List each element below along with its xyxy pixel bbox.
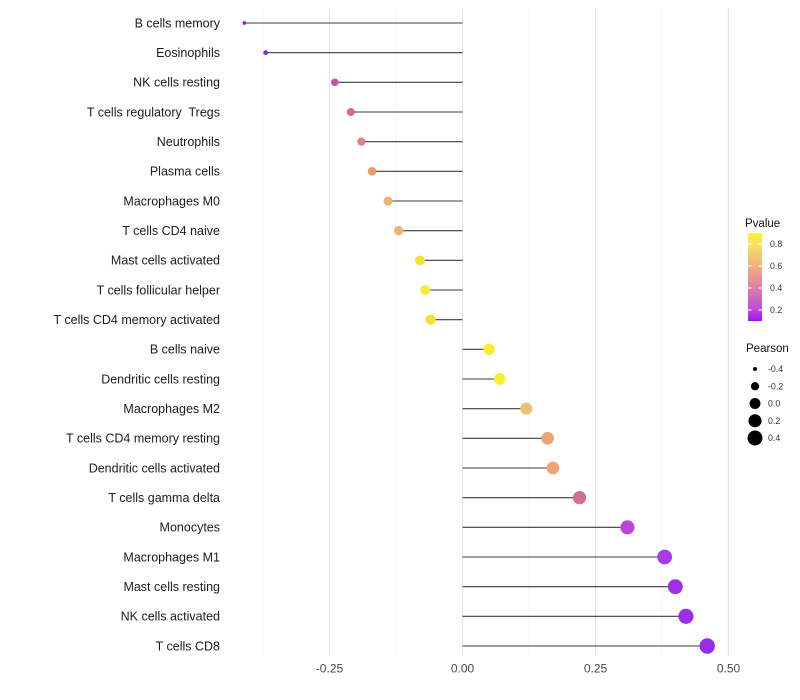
lollipop-dot xyxy=(420,284,431,296)
x-axis-tick-label: 0.50 xyxy=(717,662,741,676)
pearson-legend-label: 0.0 xyxy=(768,399,780,409)
category-label: Macrophages M2 xyxy=(123,402,220,416)
lollipop-dot xyxy=(493,373,506,385)
lollipop-dot xyxy=(546,461,560,475)
pearson-legend-dot xyxy=(753,367,757,371)
pvalue-legend-title: Pvalue xyxy=(745,218,781,230)
pearson-legend-label: 0.4 xyxy=(768,433,780,443)
lollipop-dot xyxy=(331,78,339,87)
pvalue-legend-tick-label: 0.4 xyxy=(770,283,782,293)
lollipop-dot xyxy=(520,402,533,415)
x-axis-tick-label: 0.25 xyxy=(584,662,608,676)
lollipop-dot xyxy=(620,520,635,535)
x-axis-tick-label: -0.25 xyxy=(316,662,344,676)
category-label: Eosinophils xyxy=(156,46,220,60)
category-label: Dendritic cells activated xyxy=(89,461,220,475)
lollipop-dot xyxy=(367,166,377,176)
pearson-legend-label: -0.2 xyxy=(768,381,783,391)
pvalue-legend-tick-label: 0.2 xyxy=(770,305,782,315)
lollipop-dot xyxy=(346,107,355,117)
category-label: T cells gamma delta xyxy=(108,491,220,505)
lollipop-dot xyxy=(242,21,247,25)
category-label: Macrophages M1 xyxy=(123,550,220,564)
pvalue-legend-gradient xyxy=(748,233,762,321)
pearson-legend-dot xyxy=(749,398,761,409)
category-label: T cells regulatory Tregs xyxy=(87,105,220,119)
lollipop-dot xyxy=(572,491,587,505)
category-label: Mast cells resting xyxy=(123,580,220,594)
category-label: NK cells resting xyxy=(133,76,220,90)
category-label: T cells CD4 memory resting xyxy=(66,432,220,446)
pearson-legend-label: 0.2 xyxy=(768,416,780,426)
category-label: B cells naive xyxy=(150,343,220,357)
category-label: B cells memory xyxy=(135,16,221,30)
pearson-legend-dot xyxy=(748,414,762,428)
category-label: Plasma cells xyxy=(150,165,220,179)
lollipop-dot xyxy=(541,432,554,445)
lollipop-dot xyxy=(393,225,404,236)
lollipop-dot xyxy=(657,549,673,565)
pearson-legend-title: Pearson xyxy=(746,343,789,355)
lollipop-dot xyxy=(483,343,495,356)
pearson-legend-label: -0.4 xyxy=(768,364,783,374)
category-label: T cells CD4 naive xyxy=(122,224,220,238)
pvalue-legend-tick-label: 0.6 xyxy=(770,261,782,271)
category-label: Monocytes xyxy=(160,521,220,535)
category-label: T cells CD8 xyxy=(156,639,220,653)
category-label: NK cells activated xyxy=(121,610,220,624)
lollipop-dot xyxy=(383,196,393,206)
lollipop-dot xyxy=(678,608,694,624)
pearson-legend-dot xyxy=(750,382,760,391)
category-label: T cells follicular helper xyxy=(97,283,220,297)
category-label: Dendritic cells resting xyxy=(101,372,220,386)
lollipop-dot xyxy=(425,314,436,325)
pvalue-legend-tick-label: 0.8 xyxy=(770,239,782,249)
category-label: Mast cells activated xyxy=(111,254,220,268)
category-label: Macrophages M0 xyxy=(123,194,220,208)
pearson-legend-dot xyxy=(747,430,763,446)
lollipop-dot xyxy=(414,255,425,266)
category-label: Neutrophils xyxy=(157,135,220,149)
lollipop-dot xyxy=(699,638,715,654)
lollipop-dot xyxy=(357,137,366,146)
lollipop-dot xyxy=(263,50,269,56)
x-axis-tick-label: 0.00 xyxy=(451,662,475,676)
lollipop-dot xyxy=(667,579,683,595)
category-label: T cells CD4 memory activated xyxy=(54,313,221,327)
